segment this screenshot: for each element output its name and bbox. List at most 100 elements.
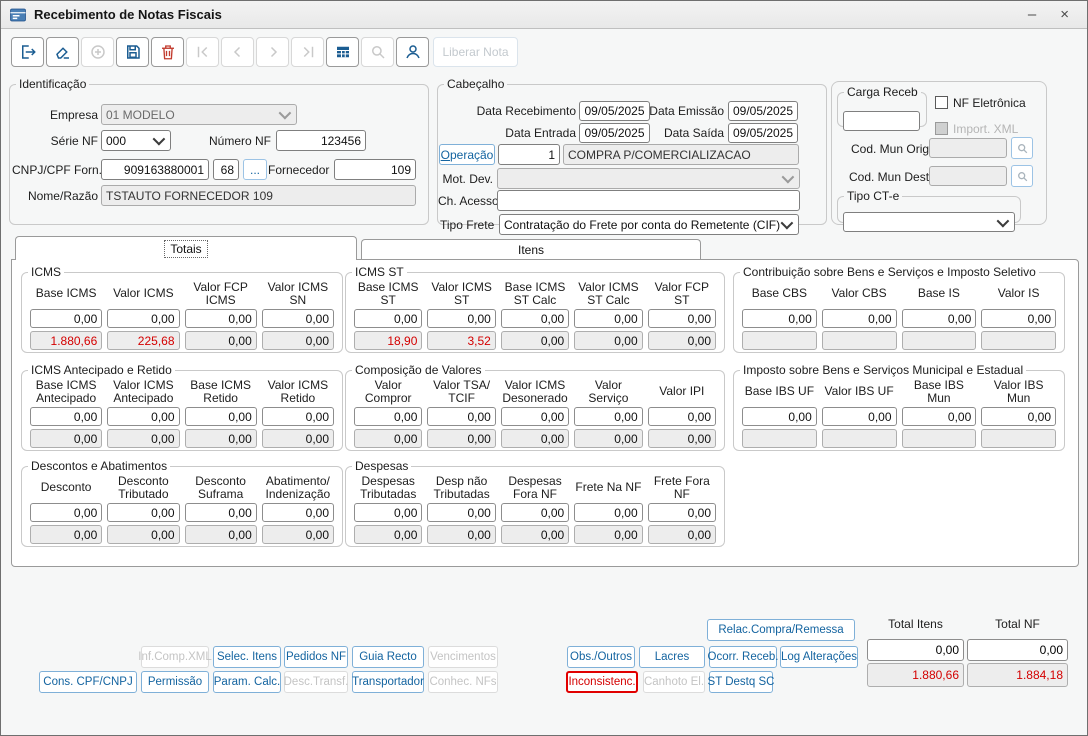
calculated-row	[742, 331, 1056, 350]
save-button[interactable]	[116, 37, 149, 67]
input-row: 0,00 0,00 0,00 0,00	[30, 407, 334, 426]
total-itens-input[interactable]: 0,00	[867, 639, 964, 661]
input-row: 0,00 0,00 0,00 0,00	[30, 309, 334, 328]
nome-razao-field: TSTAUTO FORNECEDOR 109	[101, 185, 416, 206]
value-cell-input[interactable]: 0,00	[647, 503, 717, 522]
group-legend: ICMS Antecipado e Retido	[31, 363, 172, 377]
value-cell-input[interactable]: 0,00	[742, 407, 817, 426]
value-cell-input[interactable]: 0,00	[354, 503, 423, 522]
log-alteracoes-button[interactable]: Log Alterações	[780, 646, 858, 668]
value-cell-input[interactable]: 0,00	[901, 309, 977, 328]
st-destq-sc-button[interactable]: ST Destq SC	[708, 671, 774, 693]
value-cell-input[interactable]: 0,00	[427, 407, 496, 426]
user-button[interactable]	[396, 37, 429, 67]
cnpj-input[interactable]: 909163880001	[101, 159, 209, 180]
value-cell-input[interactable]: 0,00	[261, 407, 334, 426]
tab-itens[interactable]: Itens	[361, 239, 701, 260]
cabecalho-group: Cabeçalho Data Recebimento 09/05/2025 Da…	[437, 77, 827, 235]
param-calc-button[interactable]: Param. Calc.	[213, 671, 281, 693]
column-header: Base IBS UF	[744, 384, 815, 399]
value-cell-input[interactable]: 0,00	[184, 407, 257, 426]
operacao-code-input[interactable]: 1	[498, 144, 560, 165]
value-cell-input[interactable]: 0,00	[574, 503, 643, 522]
numero-nf-input[interactable]: 123456	[276, 130, 366, 151]
input-row: 0,00 0,00 0,00 0,00	[742, 407, 1056, 426]
value-cell-input[interactable]: 0,00	[261, 503, 334, 522]
group-legend: Despesas	[355, 459, 409, 473]
operacao-desc-field: COMPRA P/COMERCIALIZACAO	[563, 144, 799, 165]
cod-mun-dest-search-button[interactable]	[1011, 165, 1033, 187]
value-cell-input[interactable]: 0,00	[981, 309, 1056, 328]
tab-totais[interactable]: Totais	[15, 236, 357, 260]
obs-outros-button[interactable]: Obs./Outros	[567, 646, 635, 668]
selec-itens-button[interactable]: Selec. Itens	[213, 646, 281, 668]
column-header: Valor ICMS SN	[267, 279, 329, 307]
cons-cpf-cnpj-button[interactable]: Cons. CPF/CNPJ	[39, 671, 137, 693]
tipo-frete-select[interactable]: Contratação do Frete por conta do Remete…	[499, 214, 799, 235]
close-button[interactable]: ×	[1060, 6, 1069, 23]
value-cell-input[interactable]: 0,00	[742, 309, 817, 328]
value-cell-input[interactable]: 0,00	[574, 407, 643, 426]
value-cell-input[interactable]: 0,00	[354, 407, 423, 426]
cnpj-digit-input[interactable]: 68	[213, 159, 239, 180]
value-cell-input[interactable]: 0,00	[30, 407, 103, 426]
column-header: Base ICMS Antecipado	[35, 377, 97, 405]
value-cell-input[interactable]: 0,00	[354, 309, 423, 328]
value-cell-input[interactable]: 0,00	[821, 309, 897, 328]
ocorr-receb-button[interactable]: Ocorr. Receb.	[708, 646, 778, 668]
grid-button[interactable]	[326, 37, 359, 67]
value-cell-input[interactable]: 0,00	[261, 309, 334, 328]
clear-button[interactable]	[46, 37, 79, 67]
serie-nf-label: Série NF	[50, 134, 98, 148]
value-cell-input[interactable]: 0,00	[981, 407, 1056, 426]
value-cell-input[interactable]: 0,00	[500, 503, 570, 522]
pedidos-nf-button[interactable]: Pedidos NF	[284, 646, 348, 668]
column-header: Valor IPI	[659, 384, 705, 399]
value-cell-input[interactable]: 0,00	[500, 309, 570, 328]
cod-mun-orig-search-button[interactable]	[1011, 137, 1033, 159]
permissao-button[interactable]: Permissão	[141, 671, 209, 693]
guia-recto-button[interactable]: Guia Recto	[352, 646, 424, 668]
nf-eletronica-checkbox[interactable]	[935, 96, 948, 109]
value-cell-input[interactable]: 0,00	[574, 309, 643, 328]
tipo-cte-select[interactable]	[843, 212, 1015, 232]
value-cell-input[interactable]: 0,00	[184, 503, 257, 522]
value-cell-input[interactable]: 0,00	[30, 503, 103, 522]
exit-button[interactable]	[11, 37, 44, 67]
value-cell-input[interactable]: 0,00	[647, 309, 717, 328]
data-emissao-input[interactable]: 09/05/2025	[728, 101, 798, 121]
ch-acesso-input[interactable]	[497, 190, 800, 211]
value-cell-readonly: 0,00	[500, 331, 570, 350]
value-cell-input[interactable]: 0,00	[647, 407, 717, 426]
minimize-button[interactable]: –	[1027, 6, 1037, 23]
total-nf-input[interactable]: 0,00	[967, 639, 1068, 661]
data-recebimento-label: Data Recebimento	[476, 104, 576, 118]
serie-nf-select[interactable]: 000	[101, 130, 171, 151]
value-cell-input[interactable]: 0,00	[427, 503, 496, 522]
relac-compra-remessa-button[interactable]: Relac.Compra/Remessa	[707, 619, 855, 641]
value-cell-input[interactable]: 0,00	[107, 309, 180, 328]
transportador-button[interactable]: Transportador	[352, 671, 424, 693]
value-cell-input[interactable]: 0,00	[184, 309, 257, 328]
conhec-nfs-button: Conhec. NFs	[428, 671, 498, 693]
value-cell-input[interactable]: 0,00	[901, 407, 977, 426]
value-cell-readonly: 0,00	[647, 429, 717, 448]
data-recebimento-input[interactable]: 09/05/2025	[579, 101, 650, 121]
column-header: Desconto	[40, 480, 92, 495]
browse-supplier-button[interactable]: ...	[243, 159, 267, 180]
value-cell-input[interactable]: 0,00	[107, 407, 180, 426]
data-saida-input[interactable]: 09/05/2025	[728, 123, 798, 143]
value-cell-input[interactable]: 0,00	[427, 309, 496, 328]
value-cell-input[interactable]: 0,00	[821, 407, 897, 426]
fornecedor-input[interactable]: 109	[334, 159, 416, 180]
inconsistenc-button[interactable]: Inconsistenc.	[566, 671, 638, 693]
value-cell-input[interactable]: 0,00	[500, 407, 570, 426]
carga-receb-input[interactable]	[843, 111, 920, 131]
delete-button[interactable]	[151, 37, 184, 67]
value-cell-input[interactable]: 0,00	[107, 503, 180, 522]
lacres-button[interactable]: Lacres	[639, 646, 705, 668]
value-cell-input[interactable]: 0,00	[30, 309, 103, 328]
data-entrada-input[interactable]: 09/05/2025	[579, 123, 650, 143]
next-record-button	[256, 37, 289, 67]
